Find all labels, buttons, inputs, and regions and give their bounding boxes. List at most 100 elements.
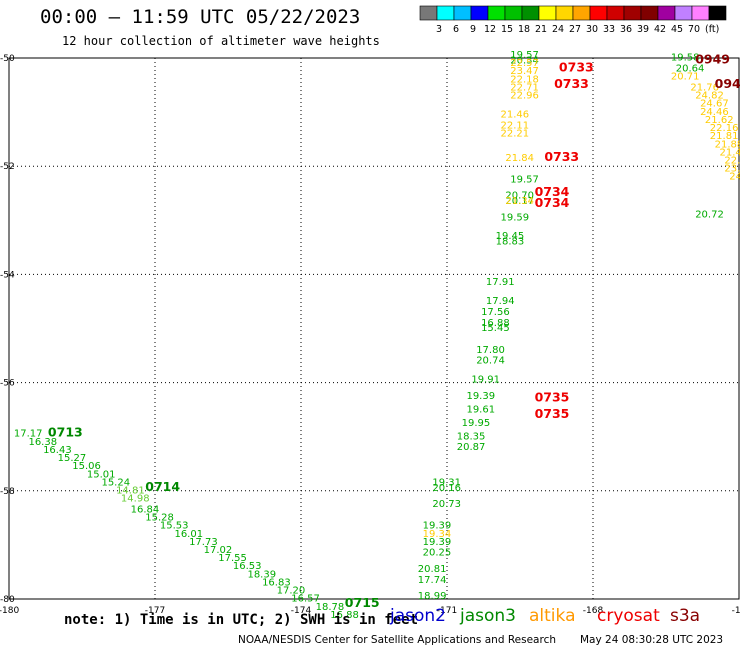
wave-height-value: 18.99 bbox=[418, 591, 447, 602]
satellite-jason3-label: jason3 bbox=[460, 606, 516, 626]
wave-height-value: 17.55 bbox=[218, 553, 247, 564]
wave-height-value: 15.01 bbox=[87, 469, 116, 480]
wave-height-value: 24.82 bbox=[695, 91, 724, 102]
wave-height-value: 20.25 bbox=[423, 548, 452, 559]
wave-height-value: 18.83 bbox=[496, 237, 525, 248]
color-scale-label: 3 bbox=[436, 24, 442, 35]
wave-height-value: 15.24 bbox=[101, 477, 130, 488]
wave-height-value: 18.39 bbox=[247, 569, 276, 580]
wave-height-value: 21.46 bbox=[501, 110, 530, 121]
color-scale-label: 24 bbox=[552, 24, 564, 35]
wave-height-value: 20.87 bbox=[457, 442, 486, 453]
color-scale-label: 15 bbox=[501, 24, 513, 35]
wave-height-value: 19.59 bbox=[501, 212, 530, 223]
wave-height-value: 17.02 bbox=[204, 545, 233, 556]
wave-height-value: 17.74 bbox=[418, 575, 447, 586]
wave-height-value: 17.56 bbox=[481, 307, 510, 318]
wave-height-value: 20.71 bbox=[671, 72, 700, 83]
y-tick-label: -52 bbox=[0, 162, 15, 172]
wave-height-value: 19.58 bbox=[671, 53, 700, 64]
wave-height-value: 16.83 bbox=[262, 577, 291, 588]
pass-time-label: 0714 bbox=[145, 479, 180, 494]
x-tick-label: -180 bbox=[0, 606, 19, 616]
satellite-altika-label: altika bbox=[529, 606, 576, 626]
wave-height-value: 19.45 bbox=[496, 231, 525, 242]
wave-height-value: 24 bbox=[729, 172, 740, 183]
x-tick-label: -16 bbox=[732, 606, 740, 616]
pass-time-label: 0948 bbox=[715, 76, 740, 91]
pass-time-label: 0733 bbox=[559, 60, 594, 75]
pass-time-label: 0734 bbox=[535, 184, 570, 199]
wave-height-value: 16.38 bbox=[28, 437, 57, 448]
color-scale-label: 36 bbox=[620, 24, 632, 35]
wave-height-value: 15.53 bbox=[160, 521, 189, 532]
wave-height-value: 21.43 bbox=[720, 147, 740, 158]
color-scale-label: 33 bbox=[603, 24, 615, 35]
color-scale-label: 39 bbox=[637, 24, 649, 35]
wave-height-value: 22.21 bbox=[501, 128, 530, 139]
color-scale-label: 45 bbox=[671, 24, 683, 35]
wave-height-value: 19.31 bbox=[432, 477, 461, 488]
pass-time-label: 0715 bbox=[345, 595, 380, 610]
wave-height-value: 19.39 bbox=[423, 537, 452, 548]
wave-height-value: 22.96 bbox=[510, 91, 539, 102]
color-scale-legend: 3 6 9 12 15 18 21 24 27 30 33 36 39 42 45 70 (ft) bbox=[419, 5, 727, 35]
color-scale-label: 27 bbox=[569, 24, 581, 35]
wave-height-value: 20.74 bbox=[476, 356, 505, 367]
wave-height-value: 17.17 bbox=[14, 429, 43, 440]
wave-height-value: 21.88 bbox=[715, 139, 740, 150]
wave-height-value: 20.70 bbox=[505, 191, 534, 202]
wave-height-value: 22.16 bbox=[710, 123, 739, 134]
wave-height-value: 21.34 bbox=[505, 196, 534, 207]
x-tick-label: -168 bbox=[583, 606, 604, 616]
footnote: note: 1) Time is in UTC; 2) SWH is in fe… bbox=[64, 612, 419, 628]
wave-height-value: 20.17 bbox=[505, 196, 534, 207]
color-scale-unit: (ft) bbox=[705, 24, 719, 35]
color-scale-label: 9 bbox=[470, 24, 476, 35]
wave-height-value: 24.46 bbox=[700, 107, 729, 118]
page-title: 00:00 – 11:59 UTC 05/22/2023 bbox=[40, 6, 361, 28]
wave-height-value: 18.35 bbox=[457, 431, 486, 442]
wave-height-value: 20.16 bbox=[432, 483, 461, 494]
color-scale-label: 18 bbox=[518, 24, 530, 35]
wave-height-value: 24.67 bbox=[700, 99, 729, 110]
wave-height-value: 16.53 bbox=[233, 561, 262, 572]
color-scale-label: 21 bbox=[535, 24, 547, 35]
wave-height-value: 19.57 bbox=[510, 50, 539, 61]
wave-height-value: 15.28 bbox=[145, 513, 174, 524]
wave-height-value: 16.88 bbox=[481, 318, 510, 329]
satellite-s3a-label: s3a bbox=[670, 606, 701, 626]
color-scale-label: 30 bbox=[586, 24, 598, 35]
color-scale-label: 70 bbox=[688, 24, 700, 35]
wave-height-value: 14.98 bbox=[121, 494, 150, 505]
wave-height-value: 17.91 bbox=[486, 277, 515, 288]
generation-timestamp: May 24 08:30:28 UTC 2023 bbox=[580, 634, 724, 646]
pass-time-label: 0733 bbox=[554, 76, 589, 91]
wave-height-value: 19.34 bbox=[423, 529, 452, 540]
color-scale-label: 6 bbox=[453, 24, 459, 35]
wave-height-value: 17.20 bbox=[277, 586, 306, 597]
wave-height-value: 19.39 bbox=[423, 521, 452, 532]
wave-height-value: 18.78 bbox=[316, 602, 345, 613]
x-tick-label: -177 bbox=[145, 606, 165, 616]
wave-height-value: 21.62 bbox=[705, 115, 734, 126]
color-scale-label: 12 bbox=[484, 24, 496, 35]
page-subtitle: 12 hour collection of altimeter wave hei… bbox=[62, 34, 380, 48]
wave-height-value: 19.91 bbox=[471, 375, 500, 386]
y-tick-label: -54 bbox=[0, 270, 15, 280]
y-tick-label: -58 bbox=[0, 487, 15, 497]
plot-frame bbox=[8, 57, 740, 600]
credit-line: NOAA/NESDIS Center for Satellite Applica… bbox=[238, 634, 556, 646]
wave-height-value: 20.34 bbox=[510, 55, 539, 66]
pass-time-label: 0735 bbox=[535, 406, 570, 421]
wave-height-value: 20.81 bbox=[418, 564, 447, 575]
pass-time-label: 0735 bbox=[535, 390, 570, 405]
wave-height-value: 16.84 bbox=[131, 504, 160, 515]
wave-height-value: 23.1 bbox=[724, 164, 740, 175]
wave-height-value: 19.57 bbox=[510, 174, 539, 185]
wave-height-value: 22.3 bbox=[724, 155, 740, 166]
wave-height-value: 20.64 bbox=[676, 64, 705, 75]
color-swatch bbox=[708, 5, 727, 21]
wave-height-value: 17.94 bbox=[486, 296, 515, 307]
